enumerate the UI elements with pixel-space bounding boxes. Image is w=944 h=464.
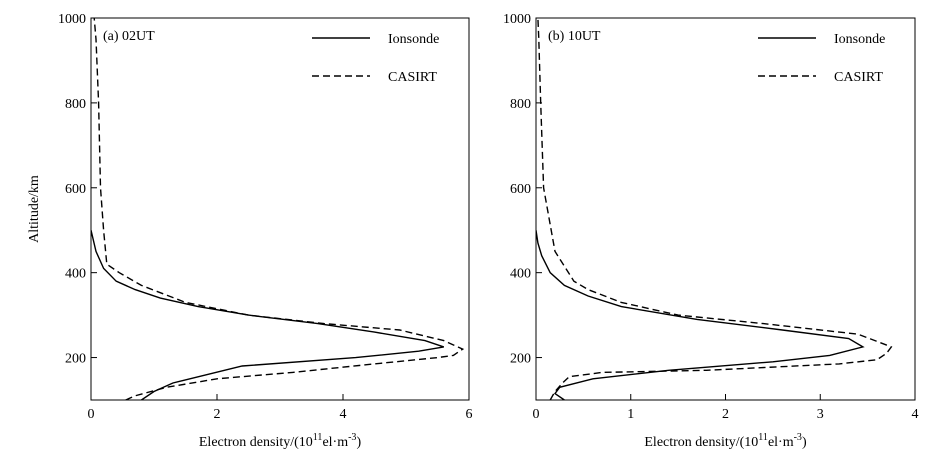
x-tick-label: 0: [533, 407, 540, 422]
x-tick-label: 1: [627, 407, 634, 422]
x-axis-label-text: Electron density/(10: [199, 435, 313, 450]
panel-label: (a) 02UT: [103, 29, 155, 44]
series-line-casirt: [93, 18, 465, 400]
y-tick-label: 800: [510, 97, 531, 112]
y-tick-label: 600: [65, 182, 86, 197]
y-tick-label: 800: [65, 97, 86, 112]
x-axis-label-text: Electron density/(10: [644, 435, 758, 450]
x-axis-label-unit-sup: -3: [348, 432, 356, 443]
x-tick-label: 2: [214, 407, 221, 422]
series-line-ionsonde: [536, 230, 865, 400]
x-axis-label: Electron density/(1011el·m-3): [199, 432, 362, 450]
panel-b: 0 1 2 3 4 200 400 600 800 1000 Electron density/(1…: [503, 12, 919, 450]
y-tick-label: 400: [510, 267, 531, 282]
x-tick-label: 4: [340, 407, 347, 422]
plot-frame: [90, 17, 470, 401]
x-axis-label-unit: el·m: [768, 435, 794, 450]
y-tick-label: 200: [510, 352, 531, 367]
x-axis-label-unit: el·m: [322, 435, 348, 450]
x-axis-label-close: ): [356, 435, 361, 450]
legend-label-ionsonde: Ionsonde: [834, 32, 885, 47]
y-tick-label: 200: [65, 352, 86, 367]
legend-label-casirt: CASIRT: [834, 70, 883, 85]
legend-label-ionsonde: Ionsonde: [388, 32, 439, 47]
series-line-casirt: [537, 18, 893, 400]
x-axis-label: Electron density/(1011el·m-3): [644, 432, 807, 450]
x-axis-label-sup: 11: [758, 432, 768, 443]
x-axis-label-sup: 11: [313, 432, 323, 443]
series-line-ionsonde: [91, 230, 445, 400]
panel-a: 0 2 4 6 200 400 600 800 1000 Electron density/(10…: [27, 12, 473, 450]
y-axis-label: Altitude/km: [27, 175, 42, 243]
panel-label: (b) 10UT: [548, 29, 601, 44]
x-tick-label: 6: [466, 407, 473, 422]
x-tick-label: 0: [88, 407, 95, 422]
y-tick-label: 600: [510, 182, 531, 197]
x-tick-label: 4: [912, 407, 919, 422]
y-tick-label: 400: [65, 267, 86, 282]
x-axis-label-close: ): [802, 435, 807, 450]
legend-label-casirt: CASIRT: [388, 70, 437, 85]
y-tick-label: 1000: [58, 12, 86, 27]
x-tick-label: 2: [722, 407, 729, 422]
x-axis-label-unit-sup: -3: [794, 432, 802, 443]
y-tick-label: 1000: [503, 12, 531, 27]
x-tick-label: 3: [817, 407, 824, 422]
